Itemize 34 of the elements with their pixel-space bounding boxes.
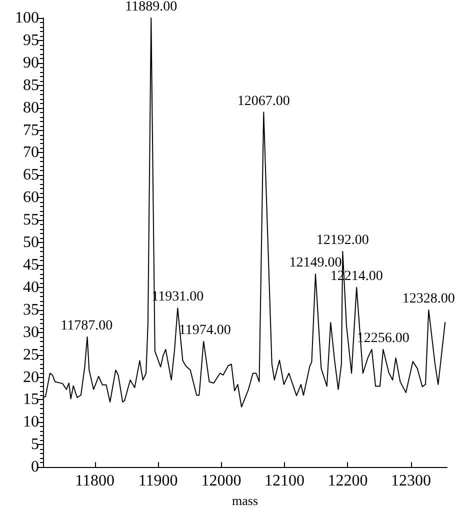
y-tick-label: 85: [23, 76, 39, 94]
annotation: 11889.00: [125, 0, 178, 14]
y-tick-label: 20: [23, 368, 39, 386]
y-tick-label: 90: [23, 54, 39, 72]
y-tick-label: 35: [23, 301, 39, 318]
annotation: 11974.00: [178, 322, 231, 338]
annotation: 12149.00: [289, 255, 342, 270]
y-tick-label: 65: [23, 166, 39, 184]
y-tick-label: 50: [23, 234, 39, 252]
annotation: 11787.00: [60, 318, 113, 334]
x-tick-label: 11800: [75, 472, 115, 490]
x-tick-label: 12100: [264, 472, 305, 490]
y-tick-label: 75: [23, 122, 39, 139]
y-tick-label: 15: [23, 391, 39, 408]
annotation: 12328.00: [402, 291, 455, 306]
x-tick-label: 11900: [138, 472, 178, 490]
x-tick-label: 12200: [328, 472, 368, 490]
y-tick-label: 100: [15, 10, 39, 26]
y-tick-label: 70: [23, 144, 39, 162]
y-tick-label: 30: [23, 324, 39, 341]
y-tick-label: 0: [31, 458, 39, 476]
y-tick-label: 45: [23, 256, 39, 274]
y-tick-label: 80: [23, 99, 39, 116]
x-tick-label: 12000: [201, 472, 242, 490]
x-axis-title: mass: [232, 493, 258, 508]
y-tick-label: 40: [23, 278, 39, 296]
y-tick-label: 10: [23, 414, 39, 431]
y-tick-label: 55: [23, 212, 39, 229]
y-tick-label: 95: [23, 32, 39, 49]
annotation: 12067.00: [237, 94, 290, 109]
annotation: 12192.00: [316, 233, 369, 248]
y-tick-label: 25: [23, 346, 39, 364]
x-tick-label: 12300: [390, 472, 431, 490]
y-tick-label: 60: [23, 189, 39, 206]
